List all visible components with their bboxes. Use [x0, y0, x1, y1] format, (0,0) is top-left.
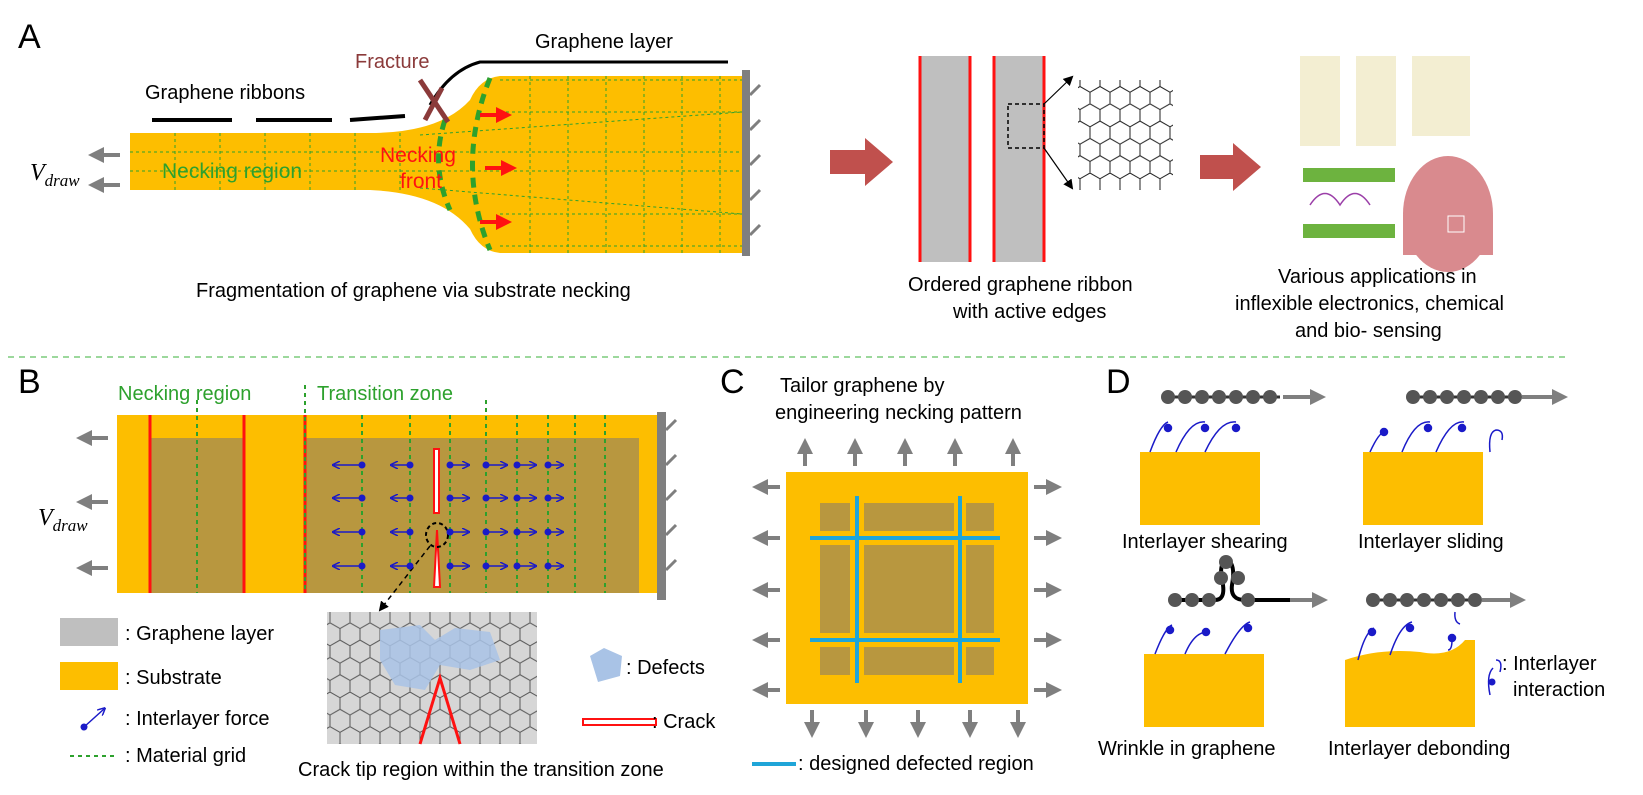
- crack-caption: Crack tip region within the transition z…: [298, 759, 664, 781]
- fixed-wall-b: [657, 412, 666, 600]
- interaction-wrinkle: [1154, 621, 1253, 655]
- graphene-lattice: [1078, 80, 1173, 190]
- apps-caption-2: inflexible electronics, chemical: [1235, 293, 1504, 315]
- necking-front-label-2: front: [400, 170, 442, 193]
- substrate-sliding: [1363, 452, 1483, 525]
- legend-graphene-swatch: [60, 618, 118, 646]
- legend-grid-label: : Material grid: [125, 745, 246, 767]
- panel-c-label: C: [720, 363, 745, 401]
- interaction-shearing: [1149, 421, 1241, 453]
- atoms-wrinkle: [1168, 555, 1255, 607]
- panel-c: C Tailor graphene by engineering necking…: [720, 363, 1062, 775]
- panel-a-caption: Fragmentation of graphene via substrate …: [196, 280, 631, 302]
- panel-b-label: B: [18, 363, 41, 401]
- substrate-wrinkle: [1144, 654, 1264, 727]
- necking-front-label-1: Necking: [380, 144, 456, 167]
- atoms-shearing: [1161, 390, 1277, 404]
- legend-substrate-swatch: [60, 662, 118, 690]
- substrate-a: [130, 76, 742, 253]
- legend-defects-label: : Defects: [626, 657, 705, 679]
- v-draw-label-a: Vdraw: [30, 160, 80, 190]
- wall-hatch-b: [664, 418, 678, 572]
- crack-lower: [432, 529, 442, 588]
- atoms-sliding: [1406, 390, 1522, 404]
- substrate-shearing: [1140, 452, 1260, 525]
- legend-interaction-label-2: interaction: [1513, 679, 1605, 701]
- big-arrow-1: [830, 138, 893, 186]
- graphene-ribbons: [152, 114, 406, 122]
- panel-b: B: [18, 363, 716, 781]
- panel-d-label: D: [1106, 363, 1131, 401]
- legend-crack-label: : Crack: [652, 711, 716, 733]
- fracture-label: Fracture: [355, 51, 429, 73]
- legend-force-label: : Interlayer force: [125, 708, 270, 730]
- panel-a-label: A: [18, 18, 41, 56]
- ribbon-strip-1: [920, 56, 970, 262]
- interaction-debonding: [1357, 611, 1461, 661]
- fixed-wall-a: [742, 70, 750, 256]
- apps-caption-3: and bio- sensing: [1295, 320, 1442, 342]
- legend-graphene-label: : Graphene layer: [125, 623, 274, 645]
- legend-crack-icon: [582, 718, 657, 726]
- necking-direction-arrows: [480, 107, 517, 230]
- wall-hatch-a: [748, 83, 762, 237]
- application-images: [1300, 56, 1493, 272]
- panel-c-title-2: engineering necking pattern: [775, 402, 1022, 424]
- interlayer-force-arrows: [334, 465, 562, 566]
- shearing-label: Interlayer shearing: [1122, 531, 1288, 553]
- legend-substrate-label: : Substrate: [125, 667, 222, 689]
- legend-force-icon: [84, 709, 104, 727]
- crack-upper: [433, 448, 440, 514]
- graphene-ribbons-label: Graphene ribbons: [145, 82, 305, 104]
- panel-c-title-1: Tailor graphene by: [780, 375, 945, 397]
- debonding-label: Interlayer debonding: [1328, 738, 1510, 760]
- legend-defected-label: : designed defected region: [798, 753, 1034, 775]
- atoms-debonding: [1366, 593, 1482, 607]
- tension-arrows-c: [752, 438, 1062, 738]
- necking-front-curve: [470, 77, 493, 251]
- v-draw-label-b: Vdraw: [38, 505, 88, 535]
- interaction-sliding: [1369, 421, 1504, 453]
- ribbon-caption-2: with active edges: [952, 301, 1106, 323]
- defected-lines-c: [810, 496, 1000, 683]
- pull-arrows-a: [88, 147, 120, 193]
- crack-tip-image: [327, 612, 537, 745]
- wrinkle-label: Wrinkle in graphene: [1098, 738, 1276, 760]
- necking-region-label-a: Necking region: [162, 160, 302, 183]
- necking-region-label-b: Necking region: [118, 383, 251, 405]
- legend-interaction-icon: [1487, 659, 1502, 696]
- sliding-label: Interlayer sliding: [1358, 531, 1504, 553]
- necking-front-curve-2: [436, 119, 453, 212]
- ribbon-strip-2: [994, 56, 1044, 262]
- fracture-mark: [417, 78, 451, 124]
- substrate-debonding: [1345, 640, 1475, 727]
- panel-d: D Interlayer shearing Interlayer sliding: [1098, 363, 1605, 760]
- legend-interaction-label-1: : Interlayer: [1502, 653, 1597, 675]
- ribbon-caption-1: Ordered graphene ribbon: [908, 274, 1133, 296]
- apps-caption-1: Various applications in: [1278, 266, 1477, 288]
- zoom-box: [1007, 103, 1045, 149]
- graphene-patches-c: [820, 503, 994, 675]
- panel-a: A: [18, 18, 1504, 342]
- graphene-layer-label: Graphene layer: [535, 31, 673, 53]
- transition-zone-label: Transition zone: [317, 383, 453, 405]
- legend-defects-icon: [590, 648, 622, 682]
- pull-arrows-b: [76, 430, 108, 576]
- graphene-over-transition: [305, 438, 639, 593]
- big-arrow-2: [1200, 143, 1261, 191]
- material-grid-a: [130, 76, 743, 253]
